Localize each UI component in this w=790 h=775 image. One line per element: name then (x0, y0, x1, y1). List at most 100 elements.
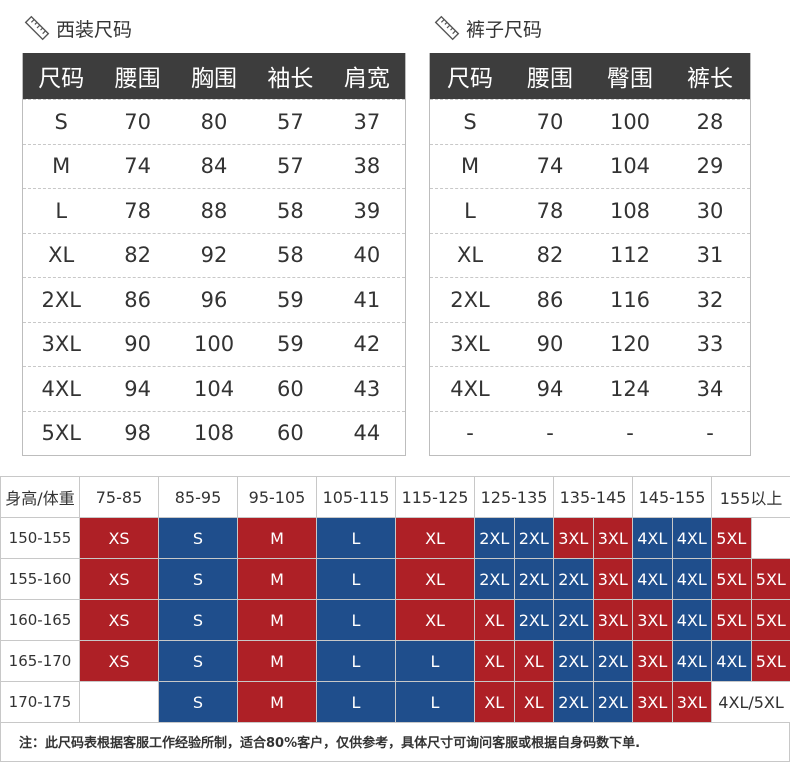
size-cell: 2XL (553, 558, 594, 600)
pants-section-title: 裤子尺码 (434, 14, 542, 42)
size-cell: XL (513, 681, 555, 723)
size-cell: M (237, 681, 317, 723)
column-header: 裤长 (687, 66, 733, 92)
column-header: 胸围 (191, 66, 238, 92)
table-row: M 74 104 29 (430, 143, 750, 189)
table-row: 4XL 94 124 34 (430, 366, 750, 411)
table-row: XL 82 112 31 (430, 232, 750, 278)
table-cell: 96 (200, 287, 228, 312)
table-row: 2XL 86 116 32 (430, 277, 750, 322)
size-cell: S (158, 681, 238, 723)
table-cell: 4XL (450, 376, 490, 401)
size-cell: 3XL (553, 517, 594, 559)
size-cell: XL (395, 558, 475, 600)
table-cell: 38 (353, 154, 381, 179)
size-cell: L (316, 517, 396, 559)
size-cell: 5XL (750, 640, 790, 682)
size-cell: M (237, 558, 317, 600)
table-cell: 32 (696, 287, 724, 312)
table-cell: 98 (124, 421, 151, 446)
size-cell: 3XL (671, 681, 713, 723)
height-weight-size-grid: 身高/体重 75-85 85-95 95-105 105-115 115-125… (0, 476, 790, 723)
table-cell: M (460, 154, 480, 179)
column-header: 腰围 (527, 66, 573, 92)
ruler-icon (434, 15, 460, 41)
table-cell: 3XL (41, 332, 81, 357)
size-cell: XL (474, 640, 515, 682)
table-cell: 88 (200, 198, 228, 223)
column-header: 臀围 (607, 66, 653, 92)
size-cell: 2XL (513, 558, 555, 600)
table-cell: 41 (353, 287, 381, 312)
column-header: 袖长 (267, 66, 314, 92)
size-cell: S (158, 599, 238, 641)
table-cell: XL (456, 243, 484, 268)
table-row: 4XL 94 104 60 43 (23, 366, 405, 411)
table-cell: 59 (277, 287, 304, 312)
size-cell: 2XL (592, 640, 634, 682)
weight-header: 155以上 (711, 476, 790, 518)
size-cell: 3XL (592, 558, 634, 600)
table-row: 3XL 90 100 59 42 (23, 321, 405, 367)
size-cell: 3XL (632, 640, 673, 682)
table-cell: 57 (277, 154, 304, 179)
table-cell: XL (48, 243, 75, 268)
size-cell: 5XL (750, 599, 790, 641)
table-cell: - (466, 421, 474, 446)
table-cell: - (626, 421, 634, 446)
table-row: L 78 108 30 (430, 188, 750, 233)
weight-header: 125-135 (473, 476, 555, 518)
table-cell: 57 (277, 109, 304, 134)
table-cell: 40 (353, 243, 381, 268)
size-cell: S (158, 640, 238, 682)
table-cell: S (54, 109, 68, 134)
table-row: S 70 100 28 (430, 99, 750, 144)
size-cell: 3XL (592, 599, 634, 641)
size-cell: L (316, 681, 396, 723)
size-cell: 4XL (671, 599, 713, 641)
table-cell: 120 (609, 332, 651, 357)
weight-header: 115-125 (395, 476, 475, 518)
table-cell: 108 (193, 421, 235, 446)
pants-title-text: 裤子尺码 (466, 18, 543, 41)
table-cell: 82 (124, 243, 151, 268)
table-row: 2XL 86 96 59 41 (23, 277, 405, 322)
table-cell: 42 (353, 332, 381, 357)
table-cell: 78 (536, 198, 564, 223)
size-cell: 3XL (632, 599, 673, 641)
size-cell: M (237, 517, 317, 559)
size-cell: 2XL (592, 681, 634, 723)
table-cell: 74 (536, 154, 564, 179)
table-cell: 5XL (41, 421, 81, 446)
size-cell: 4XL (671, 558, 713, 600)
table-cell: 94 (536, 376, 564, 401)
column-header: 尺码 (38, 66, 85, 92)
table-cell: 74 (124, 154, 151, 179)
table-cell: 28 (696, 109, 724, 134)
size-cell: 2XL (553, 681, 594, 723)
table-cell: M (52, 154, 71, 179)
table-cell: 43 (353, 376, 381, 401)
size-cell: XL (395, 599, 475, 641)
size-cell: 5XL (711, 558, 752, 600)
weight-header: 105-115 (316, 476, 396, 518)
size-cell: L (395, 640, 475, 682)
weight-header: 85-95 (158, 476, 238, 518)
table-cell: L (55, 198, 68, 223)
size-cell: 4XL (671, 517, 713, 559)
size-cell: XL (513, 640, 555, 682)
size-cell: L (316, 599, 396, 641)
table-cell: 84 (200, 154, 228, 179)
size-cell: 2XL (513, 599, 555, 641)
size-cell: 4XL/5XL (711, 681, 790, 723)
size-cell: 3XL (632, 681, 673, 723)
height-label: 165-170 (0, 640, 80, 682)
table-cell: 104 (609, 154, 651, 179)
table-cell: 100 (193, 332, 235, 357)
table-row: ---- (430, 410, 750, 456)
table-cell: 112 (609, 243, 651, 268)
table-row: XL 82 92 58 40 (23, 232, 405, 278)
grid-row: 165-170 XS S M L L XL XL 2XL 2XL 3XL 4XL 4XL 5XL (0, 640, 790, 682)
size-cell: L (395, 681, 475, 723)
table-cell: 116 (609, 287, 651, 312)
